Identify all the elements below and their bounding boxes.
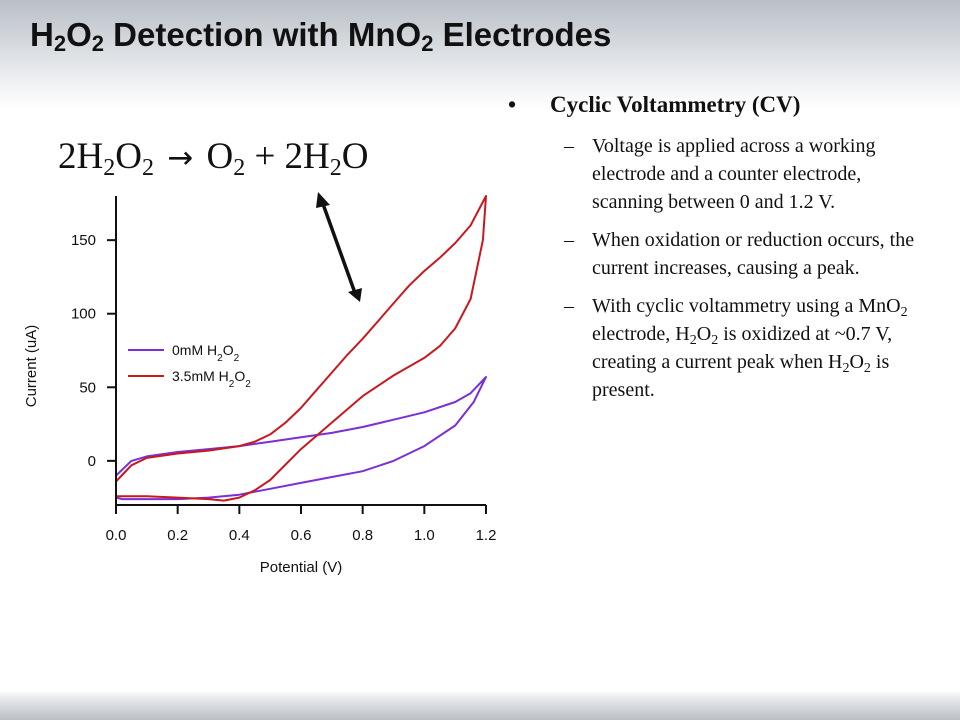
reaction-arrow-icon: →: [167, 140, 194, 176]
bullet-heading: Cyclic Voltammetry (CV): [550, 92, 801, 117]
slide-title: H2O2 Detection with MnO2 Electrodes: [30, 16, 612, 56]
annotation-arrow: [316, 192, 362, 302]
y-tick-label: 100: [71, 306, 96, 323]
sub-bullet-text: With cyclic voltammetry using a MnO2 ele…: [592, 295, 908, 401]
x-tick-label: 0.6: [291, 527, 312, 544]
series-layer: [115, 195, 487, 502]
equation-products: O2 + 2H2O: [206, 136, 369, 181]
chart-legend: 0mM H2O2 3.5mM H2O2: [128, 342, 251, 390]
x-tick-label: 1.0: [414, 527, 435, 544]
legend-label-0: 0mM H2O2: [172, 342, 240, 364]
cv-bullet-list: • Cyclic Voltammetry (CV) – Voltage is a…: [508, 88, 928, 404]
x-axis-label: Potential (V): [260, 559, 343, 576]
x-tick-label: 0.2: [167, 527, 188, 544]
axis-layer: 0.0 0.2 0.4 0.6 0.8 1.0 1.2 0 50 100 150: [71, 196, 496, 544]
x-tick-label: 0.0: [106, 527, 127, 544]
bullet-marker: •: [508, 92, 517, 117]
y-axis-label: Current (uA): [23, 325, 40, 408]
series-line-1: [115, 195, 487, 502]
y-tick-label: 150: [71, 232, 96, 249]
sub-bullet-marker: –: [564, 135, 574, 157]
x-tick-label: 0.8: [352, 527, 373, 544]
y-tick-label: 0: [88, 453, 96, 470]
footer-band: [0, 690, 960, 720]
sub-bullet-text: Voltage is applied across a working elec…: [592, 135, 876, 213]
sub-bullet-oxidation: – When oxidation or reduction occurs, th…: [508, 226, 928, 282]
sub-bullet-mno2: – With cyclic voltammetry using a MnO2 e…: [508, 292, 928, 404]
series-line-0: [115, 376, 487, 501]
sub-bullet-marker: –: [564, 295, 574, 317]
x-tick-label: 0.4: [229, 527, 250, 544]
sub-bullet-marker: –: [564, 229, 574, 251]
legend-label-1: 3.5mM H2O2: [172, 368, 251, 390]
bullet-cyclic-voltammetry: • Cyclic Voltammetry (CV): [508, 88, 928, 122]
x-tick-label: 1.2: [476, 527, 497, 544]
title-band: [0, 0, 960, 110]
y-tick-label: 50: [79, 379, 96, 396]
reaction-equation: 2H2O2 → O2 + 2H2O: [58, 135, 369, 181]
equation-reactants: 2H2O2: [58, 136, 154, 181]
sub-bullet-voltage: – Voltage is applied across a working el…: [508, 132, 928, 216]
sub-bullet-text: When oxidation or reduction occurs, the …: [592, 229, 915, 279]
